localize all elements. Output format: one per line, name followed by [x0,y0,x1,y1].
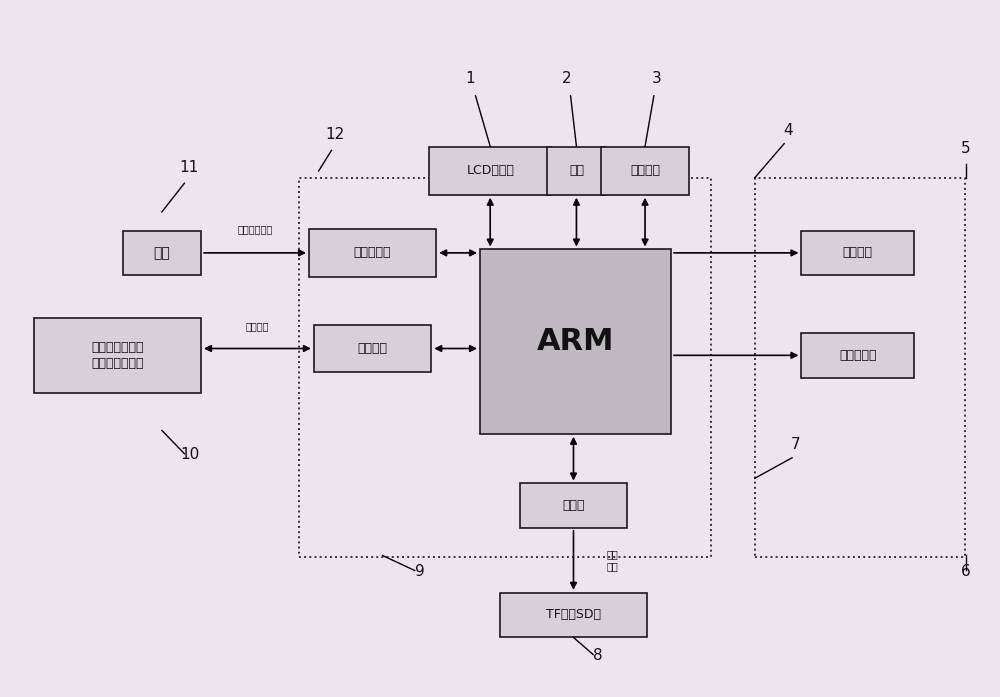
Text: 可充锂电池: 可充锂电池 [839,348,876,362]
Text: TF卡或SD卡: TF卡或SD卡 [546,608,601,622]
Bar [123,231,201,275]
Bar [34,318,201,393]
Bar [801,231,914,275]
Bar [299,178,711,557]
Bar [755,178,965,557]
Text: 语音模块: 语音模块 [630,164,660,178]
Text: 10: 10 [181,447,200,462]
Text: LCD显示屏: LCD显示屏 [466,164,514,178]
Bar [314,325,431,372]
Text: 5: 5 [961,141,970,156]
Bar [601,147,689,194]
Text: ARM: ARM [537,327,614,356]
Text: 采集静脉信息: 采集静脉信息 [237,224,273,234]
Bar [801,333,914,378]
Text: 数据
传输: 数据 传输 [607,549,619,571]
Text: 6: 6 [961,564,970,579]
Text: 7: 7 [791,437,801,452]
Text: 手指: 手指 [154,246,170,260]
Bar [500,592,647,637]
Text: 11: 11 [180,160,199,175]
Text: 9: 9 [415,564,425,579]
Bar [547,147,606,194]
Text: 读卡器: 读卡器 [562,499,585,512]
Text: 4: 4 [783,123,793,138]
Text: 指静脉识别: 指静脉识别 [354,246,391,259]
Text: 蓝牙模块: 蓝牙模块 [358,342,388,355]
Text: 2: 2 [562,71,571,86]
Text: 8: 8 [593,648,603,663]
Text: 主存储器: 主存储器 [843,246,873,259]
Text: 按键: 按键 [569,164,584,178]
Text: 数据传输: 数据传输 [246,321,269,332]
Bar [520,484,627,528]
Bar [480,250,671,434]
Text: 3: 3 [652,71,662,86]
Text: 1: 1 [466,71,475,86]
Bar [309,229,436,277]
Bar [429,147,551,194]
Text: 12: 12 [326,128,345,142]
Text: 电脑或者手机等
带有蓝牙的设备: 电脑或者手机等 带有蓝牙的设备 [92,341,144,370]
